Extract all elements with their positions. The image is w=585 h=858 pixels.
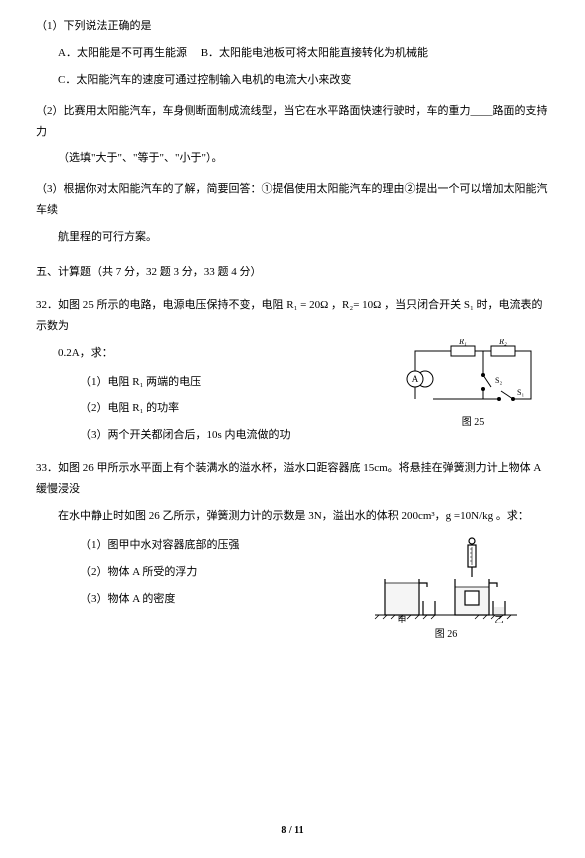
q-prev-optA: A．太阳能是不可再生能源 (58, 47, 187, 59)
figure-26: 甲 乙 图 26 (371, 537, 521, 644)
q32-stem-l1: 32．如图 25 所示的电路，电源电压保持不变，电阻 R₁ = 20Ω ，R₂=… (36, 295, 549, 337)
q33-stem-l2: 在水中静止时如图 26 乙所示，弹簧测力计的示数是 3N，溢出水的体积 200c… (36, 506, 549, 527)
ammeter-label: A (412, 374, 419, 384)
q-prev-optC: C．太阳能汽车的速度可通过控制输入电机的电流大小来改变 (36, 70, 549, 91)
fig26-yi-label: 乙 (494, 615, 503, 623)
q-prev-part2-l1: （2）比赛用太阳能汽车，车身侧断面制成流线型，当它在水平路面快速行驶时，车的重力… (36, 101, 549, 143)
q-prev-part3-l1: （3）根据你对太阳能汽车的了解，简要回答：①提倡使用太阳能汽车的理由②提出一个可… (36, 179, 549, 221)
page-number: 8 / 11 (0, 821, 585, 840)
r2-label: R₂ (498, 339, 507, 346)
s1-label: S₁ (517, 388, 524, 397)
q33-stem-l1: 33．如图 26 甲所示水平面上有个装满水的溢水杯，溢水口距容器底 15cm。将… (36, 458, 549, 500)
figure-25-caption: 图 25 (403, 413, 543, 432)
section-5-header: 五、计算题（共 7 分，32 题 3 分，33 题 4 分） (36, 262, 549, 283)
q-prev-part1-stem: （1）下列说法正确的是 (36, 16, 549, 37)
figure-26-caption: 图 26 (371, 625, 521, 644)
q-prev-part3-l2: 航里程的可行方案。 (36, 227, 549, 248)
fig26-jia-label: 甲 (397, 615, 406, 623)
q-prev-optB: B．太阳能电池板可将太阳能直接转化为机械能 (201, 47, 428, 59)
s2-label: S₂ (495, 376, 502, 385)
r1-label: R₁ (458, 339, 467, 346)
figure-25: A R₁ R₂ S₂ S₁ 图 25 (403, 339, 543, 432)
q-prev-part2-l2: （选填"大于"、"等于"、"小于"）。 (36, 148, 549, 169)
